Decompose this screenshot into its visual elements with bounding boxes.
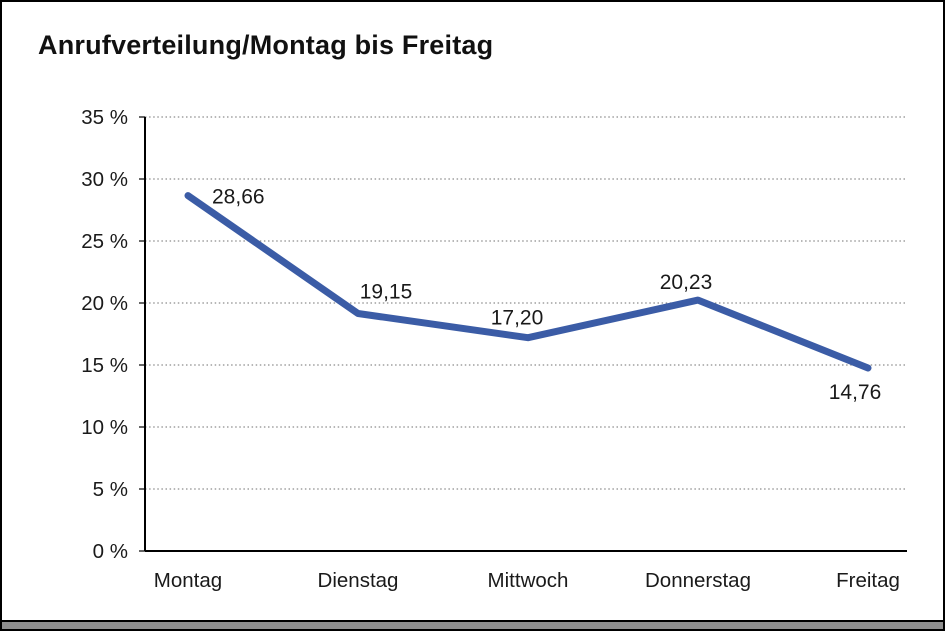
y-tick-label: 35 % bbox=[81, 106, 128, 129]
x-category-label: Dienstag bbox=[318, 569, 399, 592]
y-tick-label: 15 % bbox=[81, 354, 128, 377]
data-point-label: 20,23 bbox=[660, 271, 713, 294]
x-category-label: Mittwoch bbox=[488, 569, 569, 592]
bottom-border-strip bbox=[2, 620, 943, 629]
x-category-label: Donnerstag bbox=[645, 569, 751, 592]
x-category-label: Montag bbox=[154, 569, 222, 592]
data-point-label: 14,76 bbox=[829, 381, 882, 404]
y-tick-label: 0 % bbox=[93, 540, 128, 563]
y-tick-label: 30 % bbox=[81, 168, 128, 191]
data-point-label: 17,20 bbox=[491, 307, 544, 330]
data-point-label: 19,15 bbox=[360, 281, 413, 304]
y-tick-label: 5 % bbox=[93, 478, 128, 501]
data-series-line bbox=[184, 192, 872, 372]
chart-title: Anrufverteilung/Montag bis Freitag bbox=[38, 30, 494, 60]
x-category-label: Freitag bbox=[836, 569, 900, 592]
y-tick-label: 10 % bbox=[81, 416, 128, 439]
y-tick-label: 20 % bbox=[81, 292, 128, 315]
y-tick-label: 25 % bbox=[81, 230, 128, 253]
data-point-label: 28,66 bbox=[212, 186, 265, 209]
